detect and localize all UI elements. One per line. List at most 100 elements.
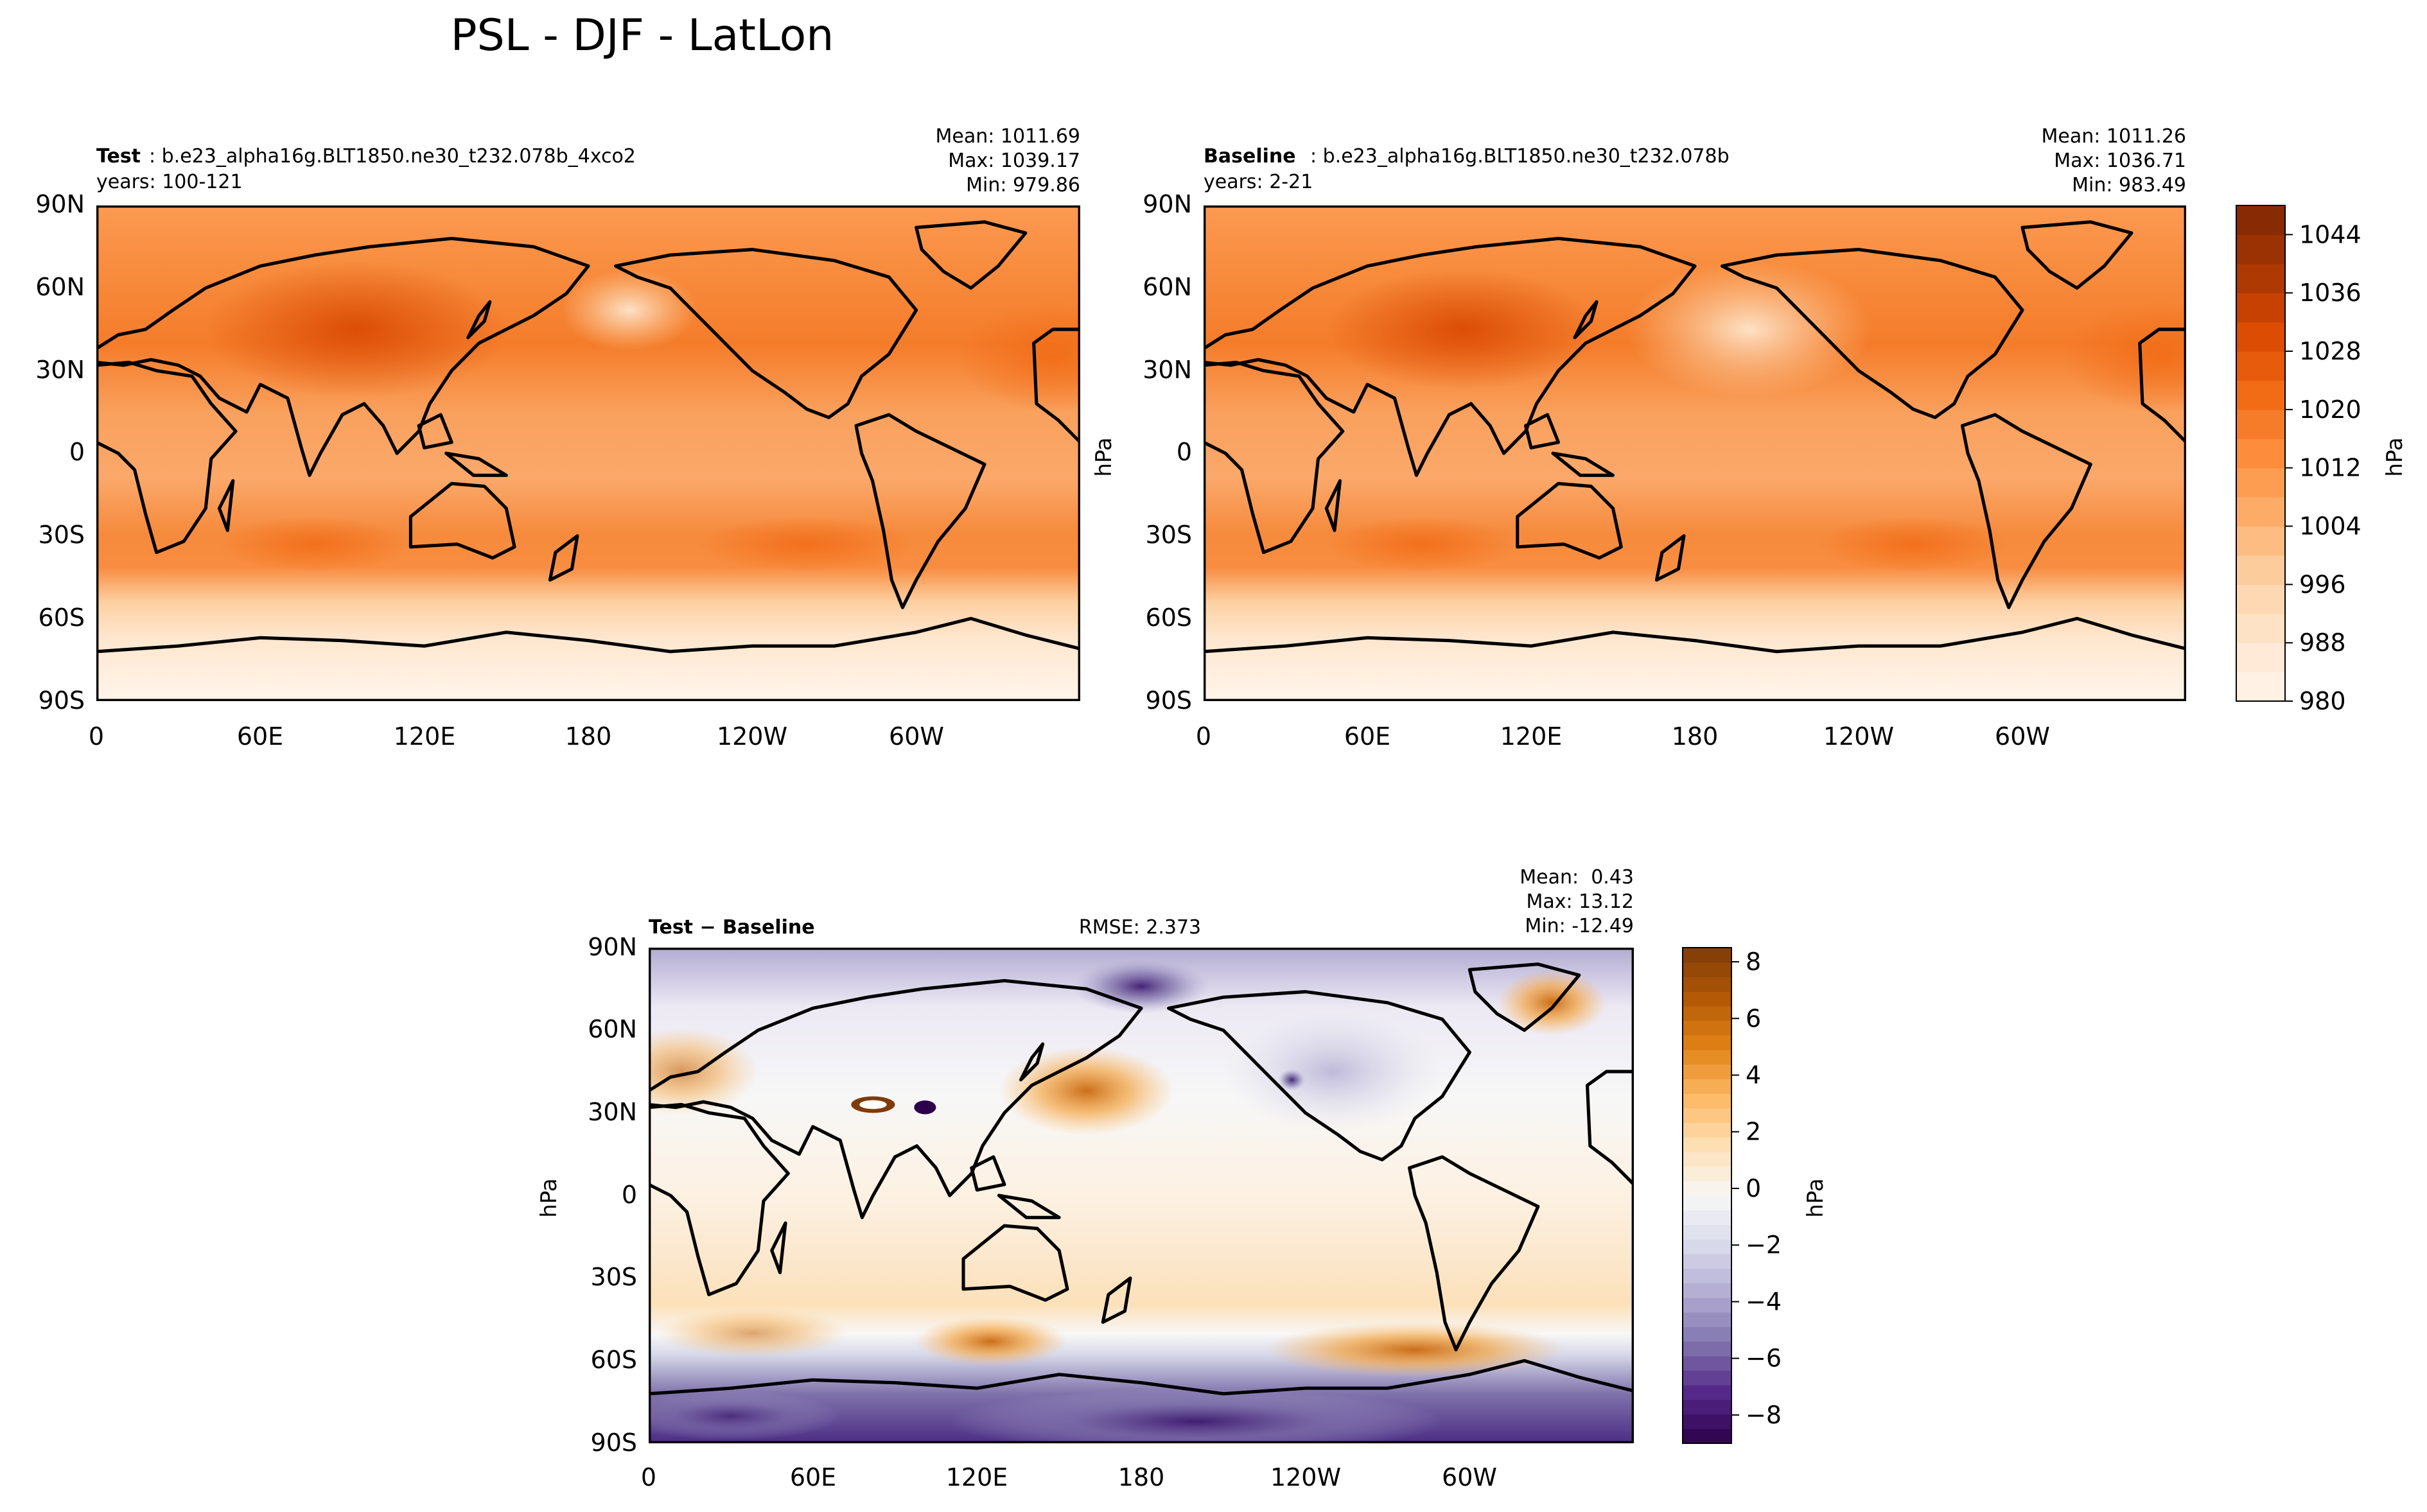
diff-colorbar-level <box>1683 1399 1731 1415</box>
psl-colorbar-tick-label: 1004 <box>2299 512 2361 541</box>
diff-colorbar-tick-label: −8 <box>1746 1401 1782 1429</box>
psl-colorbar-level <box>2236 439 2285 469</box>
diff-colorbar-level <box>1683 1370 1731 1386</box>
test-stat-mean: Mean: 1011.69 <box>936 125 1080 148</box>
y-tick: 60S <box>591 1346 637 1374</box>
y-tick: 30S <box>39 521 85 549</box>
y-tick: 0 <box>69 438 85 466</box>
y-tick: 30S <box>591 1263 637 1291</box>
baseline-map <box>1204 205 2186 701</box>
diff-colorbar-level <box>1683 948 1731 963</box>
psl-colorbar-level <box>2236 497 2285 527</box>
test-y-ticks: 90N 60N 30N 0 30S 60S 90S <box>35 190 85 715</box>
x-tick: 60W <box>1442 1463 1497 1491</box>
x-tick: 180 <box>565 722 612 751</box>
psl-colorbar-level <box>2236 351 2285 381</box>
diff-stat-mean: Mean: 0.43 <box>1520 866 1634 889</box>
psl-colorbar-level <box>2236 263 2285 293</box>
psl-colorbar-tick-label: 996 <box>2299 570 2346 598</box>
x-tick: 120E <box>394 722 456 751</box>
x-tick: 120W <box>1823 722 1894 751</box>
x-tick: 180 <box>1118 1463 1165 1491</box>
x-tick: 120W <box>1270 1463 1341 1491</box>
test-label-bold: Test <box>96 145 141 168</box>
diff-colorbar-level <box>1683 1326 1731 1342</box>
test-map <box>96 205 1080 701</box>
diff-stat-max: Max: 13.12 <box>1526 891 1634 913</box>
diff-colorbar-level <box>1683 1079 1731 1094</box>
diff-y-ticks: 90N 60N 30N 0 30S 60S 90S <box>588 933 637 1457</box>
x-tick: 120E <box>1500 722 1563 751</box>
baseline-y-ticks: 90N 60N 30N 0 30S 60S 90S <box>1143 190 1192 715</box>
y-tick: 90N <box>35 190 85 218</box>
diff-colorbar-level <box>1683 1385 1731 1400</box>
y-tick: 60N <box>588 1015 637 1043</box>
psl-colorbar-level <box>2236 643 2285 673</box>
diff-colorbar-level <box>1683 1312 1731 1327</box>
baseline-stat-mean: Mean: 1011.26 <box>2042 125 2186 148</box>
psl-colorbar-tick-label: 1036 <box>2299 279 2361 307</box>
colorbar-ticks: −8 −6 −4 −2 0 2 4 6 8 <box>1731 948 1782 1429</box>
diff-x-ticks: 0 60E 120E 180 120W 60W <box>641 1463 1497 1491</box>
x-tick: 60W <box>1995 722 2050 751</box>
x-tick: 0 <box>641 1463 656 1491</box>
diff-stat-min: Min: -12.49 <box>1525 915 1634 937</box>
baseline-panel: Baseline : b.e23_alpha16g.BLT1850.ne30_t… <box>1091 125 2186 751</box>
baseline-x-ticks: 0 60E 120E 180 120W 60W <box>1196 722 2050 751</box>
x-tick: 60W <box>889 722 944 751</box>
x-tick: 60E <box>790 1463 836 1491</box>
baseline-ylabel: hPa <box>1091 437 1117 476</box>
baseline-stat-min: Min: 983.49 <box>2072 174 2186 196</box>
psl-colorbar: 980 988 996 1004 1012 1020 1028 1036 1044 hPa <box>2236 205 2408 715</box>
diff-label-bold: Test − Baseline <box>649 916 815 939</box>
diff-colorbar-level <box>1683 1355 1731 1371</box>
y-tick: 90S <box>39 686 85 715</box>
diff-colorbar-level <box>1683 1210 1731 1226</box>
test-label-text: : b.e23_alpha16g.BLT1850.ne30_t232.078b_… <box>149 145 636 168</box>
psl-colorbar-level <box>2236 205 2285 236</box>
test-years: years: 100-121 <box>96 171 243 193</box>
difference-map <box>649 948 1634 1443</box>
psl-colorbar-tick-label: 1044 <box>2299 220 2361 248</box>
y-tick: 60N <box>1143 273 1192 301</box>
y-tick: 30N <box>1143 356 1192 384</box>
baseline-label-text: : b.e23_alpha16g.BLT1850.ne30_t232.078b <box>1310 145 1730 168</box>
x-tick: 60E <box>237 722 283 751</box>
psl-colorbar-level <box>2236 322 2285 352</box>
diff-colorbar-level <box>1683 1414 1731 1429</box>
diff-colorbar: −8 −6 −4 −2 0 2 4 6 8 hPa <box>1682 947 1828 1444</box>
diff-colorbar-level <box>1683 1224 1731 1240</box>
diff-colorbar-tick-label: 4 <box>1746 1061 1761 1090</box>
diff-colorbar-level <box>1683 1253 1731 1269</box>
y-tick: 90S <box>591 1429 637 1457</box>
diff-colorbar-tick-label: 8 <box>1746 948 1761 976</box>
y-tick: 30S <box>1146 521 1192 549</box>
test-stat-max: Max: 1039.17 <box>948 150 1080 172</box>
psl-colorbar-level <box>2236 584 2285 614</box>
x-tick: 60E <box>1344 722 1390 751</box>
diff-colorbar-level <box>1683 1137 1731 1152</box>
psl-colorbar-level <box>2236 526 2285 556</box>
diff-rmse: RMSE: 2.373 <box>1079 916 1201 939</box>
y-tick: 0 <box>1177 438 1192 466</box>
diff-colorbar-tick-label: 2 <box>1746 1118 1761 1146</box>
diff-ylabel: hPa <box>536 1178 562 1217</box>
psl-colorbar-level <box>2236 467 2285 498</box>
psl-colorbar-tick-label: 1012 <box>2299 454 2361 482</box>
diff-colorbar-level <box>1683 1429 1731 1444</box>
diff-colorbar-label: hPa <box>1803 1178 1828 1217</box>
y-tick: 90N <box>1143 190 1192 218</box>
diff-colorbar-level <box>1683 1093 1731 1109</box>
y-tick: 60S <box>1146 604 1192 632</box>
colorbar-levels <box>2236 205 2285 702</box>
diff-colorbar-level <box>1683 1064 1731 1079</box>
test-panel: Test : b.e23_alpha16g.BLT1850.ne30_t232.… <box>35 125 1080 751</box>
y-tick: 30N <box>35 356 85 384</box>
psl-colorbar-label: hPa <box>2382 437 2408 476</box>
baseline-stat-max: Max: 1036.71 <box>2054 150 2186 172</box>
psl-colorbar-level <box>2236 613 2285 643</box>
psl-colorbar-level <box>2236 672 2285 702</box>
psl-colorbar-level <box>2236 409 2285 439</box>
diff-colorbar-level <box>1683 991 1731 1007</box>
